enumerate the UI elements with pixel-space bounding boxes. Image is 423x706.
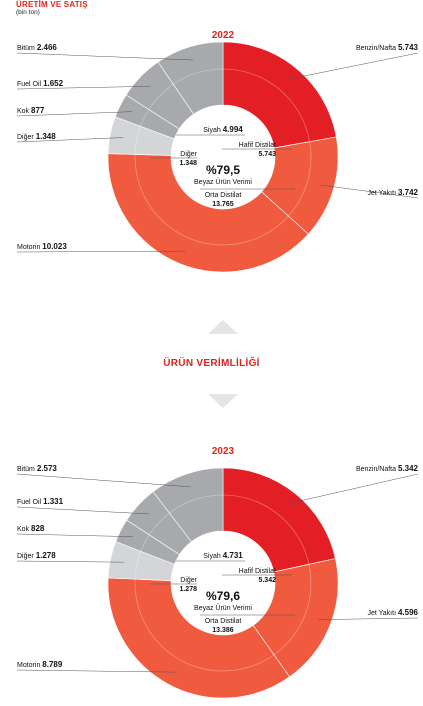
- leader-line: [317, 617, 419, 620]
- chart-title: 2022: [212, 30, 235, 41]
- leader-line: [16, 506, 149, 515]
- inner-label-diger: Diğer: [180, 577, 197, 584]
- center-yield-value: %79,6: [206, 589, 240, 603]
- inner-value-hafif-distilat: 5.743: [258, 151, 276, 158]
- section-title: ÜRÜN VERİMLİLİĞİ: [163, 358, 260, 369]
- donut-hole: [171, 105, 275, 209]
- label-motorin: Motorin 10.023: [17, 242, 67, 251]
- leader-line: [16, 111, 133, 117]
- triangle-up-icon: [208, 320, 238, 334]
- donut-chart-2022: 2022 Benzin/Nafta 5.743 Jet Yakıtı 3.742 Mo…: [16, 30, 419, 273]
- label-jet-yakiti: Jet Yakıtı 4.596: [367, 608, 418, 617]
- triangle-down-icon: [208, 394, 238, 408]
- chart-title: 2023: [212, 446, 235, 457]
- inner-label-orta-distilat: Orta Distilat: [205, 192, 242, 199]
- group-divider: [273, 563, 310, 573]
- label-kok: Kok 877: [17, 106, 45, 115]
- leader-line: [16, 560, 124, 563]
- inner-label-hafif-distilat: Hafif Distilat: [239, 568, 276, 575]
- inner-value-diger: 1.278: [179, 586, 197, 593]
- group-divider: [135, 578, 172, 582]
- group-divider: [274, 141, 310, 149]
- donut-chart-2023: 2023 Benzin/Nafta 5.342 Jet Yakıtı 4.596 Mo…: [16, 446, 419, 699]
- label-benzin-nafta: Benzin/Nafta 5.743: [356, 43, 419, 52]
- leader-line: [16, 86, 151, 90]
- label-kok: Kok 828: [17, 524, 45, 533]
- inner-value-orta-distilat: 13.765: [212, 201, 234, 208]
- label-jet-yakiti: Jet Yakıtı 3.742: [367, 188, 418, 197]
- leader-line: [288, 52, 419, 80]
- label-diger: Diğer 1.348: [17, 132, 56, 141]
- leader-line: [286, 473, 419, 505]
- leader-line: [16, 473, 191, 488]
- label-fuel-oil: Fuel Oil 1.652: [17, 79, 64, 88]
- page-title: ÜRETİM VE SATIŞ: [16, 0, 88, 9]
- leader-line: [16, 669, 175, 673]
- slice-benzin-nafta: [222, 467, 336, 573]
- inner-label-siyah: Siyah 4.731: [203, 551, 243, 560]
- inner-label-orta-distilat: Orta Distilat: [205, 618, 242, 625]
- unit-subtitle: (bin ton): [16, 9, 40, 16]
- label-motorin: Motorin 8.789: [17, 660, 63, 669]
- inner-label-hafif-distilat: Hafif Distilat: [239, 142, 276, 149]
- inner-value-orta-distilat: 13.386: [212, 627, 234, 634]
- center-yield-value: %79,5: [206, 163, 240, 177]
- label-bitum: Bitüm 2.466: [17, 43, 57, 52]
- group-divider: [135, 154, 172, 156]
- center-yield-label: Beyaz Ürün Verimi: [194, 604, 252, 612]
- inner-label-siyah: Siyah 4.994: [203, 125, 243, 134]
- label-diger: Diğer 1.278: [17, 551, 56, 560]
- inner-value-hafif-distilat: 5.342: [258, 577, 276, 584]
- leader-line: [16, 52, 194, 61]
- inner-value-diger: 1.348: [179, 160, 197, 167]
- leader-line: [16, 250, 186, 253]
- ring-divider: [134, 494, 312, 672]
- donut-hole: [171, 531, 275, 635]
- inner-label-diger: Diğer: [180, 151, 197, 158]
- label-fuel-oil: Fuel Oil 1.331: [17, 497, 64, 506]
- leader-line: [16, 533, 133, 537]
- ring-divider: [134, 68, 312, 246]
- leader-line: [16, 137, 124, 143]
- center-yield-label: Beyaz Ürün Verimi: [194, 178, 252, 186]
- label-bitum: Bitüm 2.573: [17, 464, 57, 473]
- label-benzin-nafta: Benzin/Nafta 5.342: [356, 464, 419, 473]
- leader-line: [320, 184, 419, 199]
